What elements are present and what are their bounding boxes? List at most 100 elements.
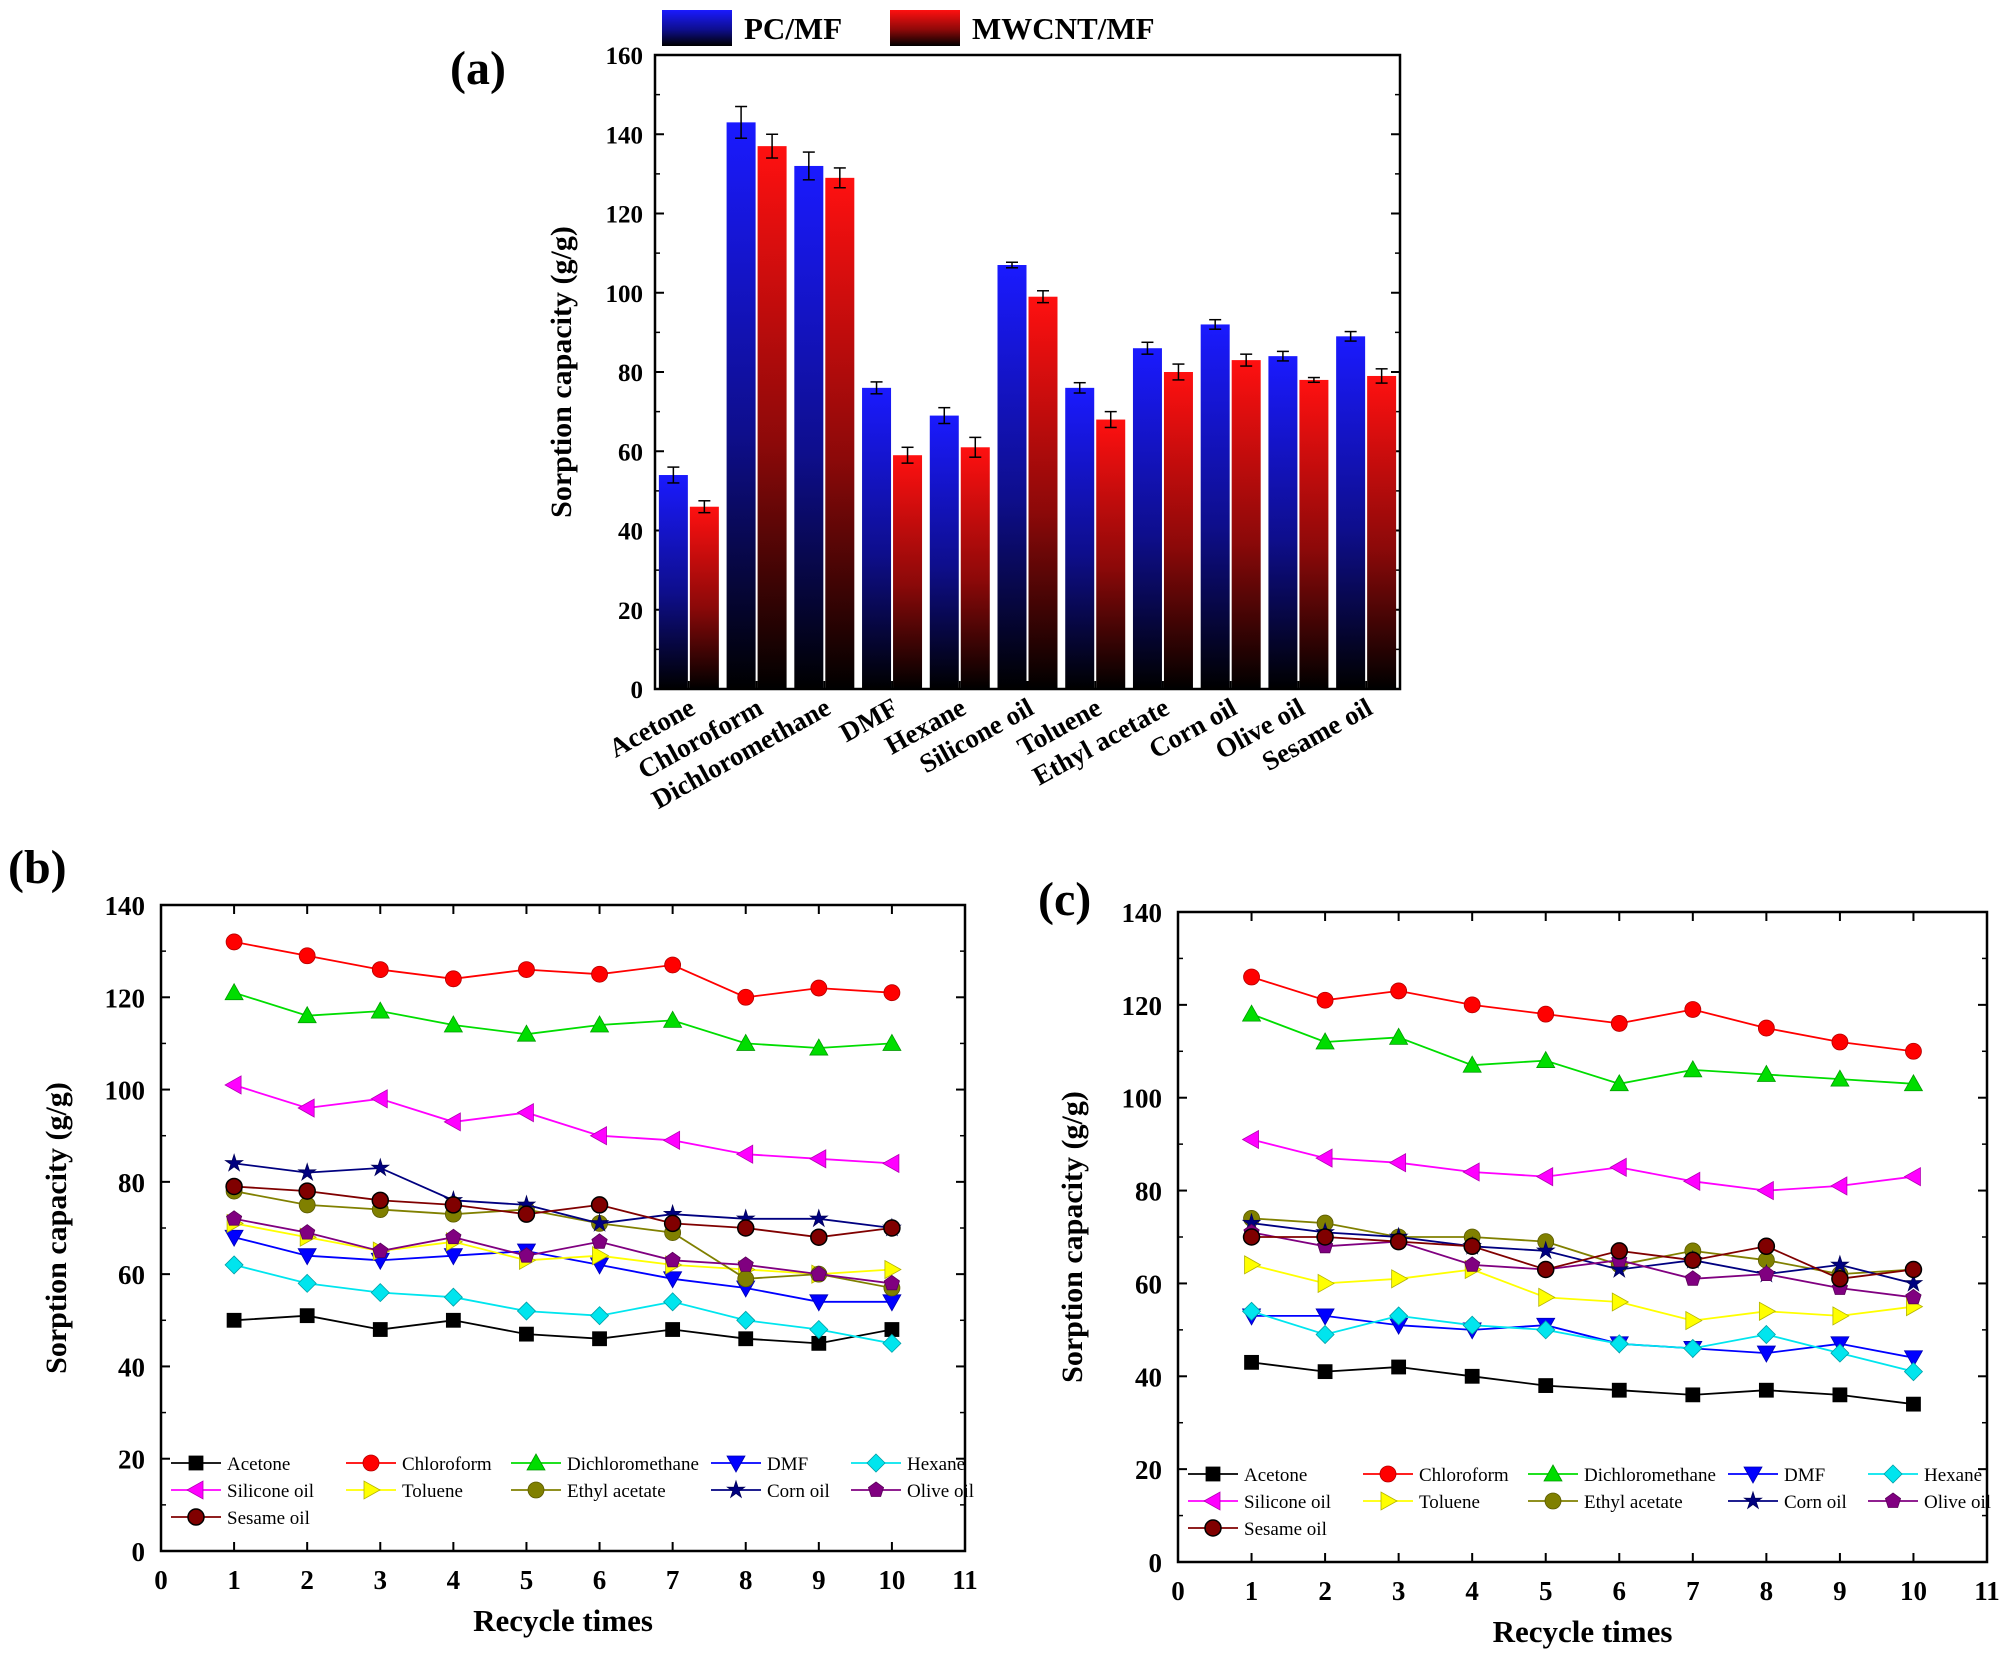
point-acetone (519, 1326, 534, 1342)
legend-label-toluene: Toluene (1419, 1492, 1480, 1513)
line-chloroform (1251, 976, 1914, 1053)
legend-marker (867, 1481, 885, 1497)
panel-label-c: (c) (1038, 873, 1091, 926)
legend-marker (1883, 1464, 1903, 1484)
point-silicone-oil (809, 1149, 827, 1169)
series-hexane (224, 1255, 902, 1353)
y-axis-title: Sorption capacity (g/g) (545, 226, 578, 518)
legend-item-toluene: Toluene (346, 1480, 463, 1502)
x-tick-label: 6 (1613, 1576, 1627, 1606)
point-sesame-oil (1316, 1228, 1334, 1246)
legend-label-mwcnt-mf: MWCNT/MF (972, 11, 1155, 46)
y-tick-label: 80 (1135, 1177, 1162, 1207)
legend-item-corn-oil: Corn oil (1728, 1490, 1847, 1513)
point-hexane (809, 1319, 829, 1340)
point-hexane (1536, 1320, 1556, 1340)
point-sesame-oil (663, 1214, 682, 1233)
point-chloroform (298, 947, 316, 965)
point-hexane (1241, 1301, 1262, 1321)
point-silicone-oil (735, 1144, 754, 1164)
point-hexane (663, 1292, 683, 1312)
legend-label-olive-oil: Olive oil (1924, 1492, 1991, 1513)
bar-pc-mf-chloroform (726, 122, 756, 690)
point-hexane (224, 1255, 244, 1275)
panel-label-b: (b) (8, 841, 67, 894)
point-silicone-oil (224, 1075, 242, 1095)
bar-mwcnt-mf-dmf (893, 455, 923, 689)
y-axis-title: Sorption capacity (g/g) (40, 1082, 73, 1374)
legend-item-acetone: Acetone (1188, 1465, 1307, 1486)
legend-item-dmf: DMF (711, 1454, 808, 1475)
point-chloroform (371, 961, 389, 978)
point-dichloromethane (662, 1010, 683, 1028)
point-chloroform (737, 988, 755, 1006)
point-sesame-oil (1831, 1270, 1849, 1288)
y-tick-label: 80 (118, 1168, 145, 1198)
legend-label-pc-mf: PC/MF (744, 11, 842, 46)
point-dichloromethane (1903, 1073, 1924, 1092)
series-dmf (1241, 1308, 1924, 1368)
point-hexane (1389, 1306, 1409, 1326)
point-silicone-oil (1683, 1171, 1701, 1191)
x-tick-label: 3 (1392, 1576, 1406, 1606)
point-sesame-oil (590, 1196, 609, 1214)
legend-label-olive-oil: Olive oil (907, 1481, 974, 1502)
legend-marker (363, 1480, 381, 1500)
y-tick-label: 140 (105, 891, 146, 921)
legend-marker (188, 1455, 204, 1471)
legend-label-silicone-oil: Silicone oil (227, 1481, 314, 1502)
point-hexane (1315, 1324, 1335, 1345)
legend-marker (187, 1508, 205, 1526)
bar-pc-mf-olive-oil (1268, 356, 1298, 689)
point-hexane (1462, 1315, 1482, 1335)
point-sesame-oil (298, 1182, 316, 1200)
point-dmf (882, 1294, 902, 1312)
y-tick-label: 80 (618, 360, 643, 387)
series-silicone-oil (1241, 1129, 1921, 1201)
point-acetone (1906, 1396, 1921, 1412)
point-acetone (1391, 1359, 1407, 1375)
series-chloroform (225, 933, 901, 1006)
legend-marker (1544, 1492, 1562, 1510)
point-hexane (736, 1310, 756, 1330)
legend-item-sesame-oil: Sesame oil (171, 1508, 310, 1529)
series-dmf (224, 1229, 902, 1312)
line-silicone-oil (233, 1084, 892, 1165)
line-hexane (1251, 1310, 1914, 1373)
y-tick-label: 100 (606, 281, 644, 308)
panel-c: (c) 0 20 40 60 80 100 120 140 0 1 2 3 4 5 6 7 8 9 10 11 Recyc… (1038, 873, 2000, 1649)
point-acetone (226, 1312, 242, 1328)
legend-label-dichloromethane: Dichloromethane (567, 1454, 699, 1475)
line-chloroform (233, 941, 892, 999)
line-hexane (233, 1264, 893, 1345)
line-acetone (1251, 1361, 1914, 1405)
point-sesame-oil (736, 1219, 755, 1237)
y-tick-label: 160 (606, 43, 644, 70)
y-tick-label: 140 (1122, 898, 1163, 928)
legend-label-sesame-oil: Sesame oil (227, 1508, 310, 1529)
point-acetone (1464, 1368, 1480, 1384)
x-tick-label: 9 (1833, 1576, 1847, 1606)
point-hexane (882, 1333, 902, 1353)
point-chloroform (1610, 1015, 1628, 1032)
point-sesame-oil (1684, 1251, 1702, 1269)
legend-marker (1379, 1465, 1397, 1483)
line-dmf (1251, 1315, 1914, 1359)
point-sesame-oil (225, 1177, 243, 1196)
point-dichloromethane (297, 1005, 317, 1024)
point-dmf (1315, 1308, 1335, 1326)
point-dmf (224, 1229, 244, 1248)
panel-label-a: (a) (450, 42, 506, 95)
point-olive-oil (737, 1256, 754, 1272)
legend-item-dichloromethane: Dichloromethane (511, 1453, 699, 1475)
point-dichloromethane (1462, 1055, 1482, 1073)
legend-label-chloroform: Chloroform (402, 1454, 492, 1475)
legend-item-dichloromethane: Dichloromethane (1528, 1464, 1716, 1486)
x-tick-label: 4 (447, 1565, 461, 1595)
point-acetone (738, 1331, 754, 1347)
series-sesame-oil (225, 1177, 901, 1246)
point-chloroform (225, 933, 243, 951)
point-sesame-oil (517, 1205, 536, 1223)
x-tick-label: 8 (1760, 1576, 1774, 1606)
point-acetone (592, 1331, 607, 1347)
